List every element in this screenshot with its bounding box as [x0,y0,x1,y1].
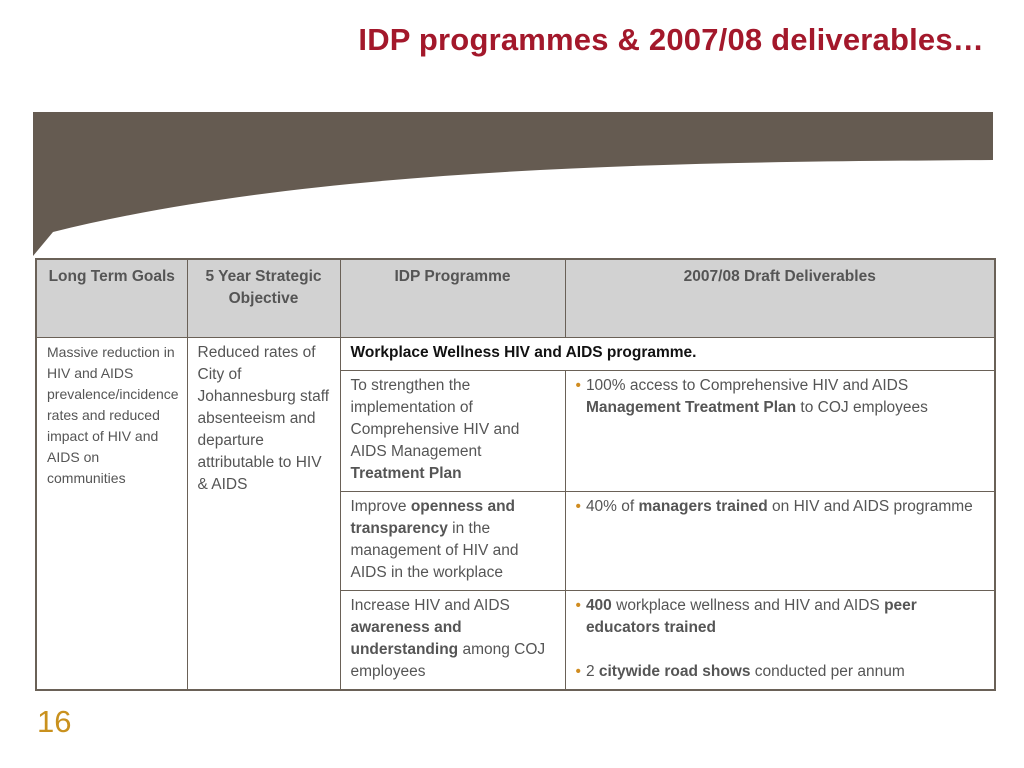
deliverables-cell: • 100% access to Comprehensive HIV and A… [564,370,996,492]
deliverable-text-bold: managers trained [638,498,768,515]
deliverable-item: • 400 workplace wellness and HIV and AID… [576,595,985,639]
programme-title-cell: Workplace Wellness HIV and AIDS programm… [339,337,996,371]
bullet-icon: • [575,377,581,394]
header-strategic-objective: 5 Year Strategic Objective [186,258,341,338]
table-row: Massive reduction in HIV and AIDS preval… [35,337,996,691]
table-header-row: Long Term Goals 5 Year Strategic Objecti… [35,258,996,338]
deliverable-text: to COJ employees [796,399,928,416]
page-number: 16 [37,704,72,739]
idp-text: among COJ employees [350,641,546,680]
deliverable-text-bold: citywide road shows [598,663,751,680]
idp-text-bold: awareness and understanding [350,619,462,658]
bullet-icon: • [575,597,581,614]
deliverables-cell: • 400 workplace wellness and HIV and AID… [564,590,996,691]
idp-programme-cell: To strengthen the implementation of Comp… [339,370,566,492]
strategic-objective-cell: Reduced rates of City of Johannesburg st… [186,337,341,691]
deliverable-text: on HIV and AIDS programme [767,498,973,515]
deliverable-item: • 2 citywide road shows conducted per an… [576,661,985,683]
table-row: Increase HIV and AIDS awareness and unde… [36,590,996,691]
idp-text-bold: openness and transparency [350,498,516,537]
header-deliverables: 2007/08 Draft Deliverables [564,258,996,338]
idp-table: Long Term Goals 5 Year Strategic Objecti… [35,258,996,691]
slide-title: IDP programmes & 2007/08 deliverables… [358,22,984,57]
header-long-term-goals: Long Term Goals [35,258,188,338]
bullet-icon: • [575,663,581,680]
deliverable-text: conducted per annum [750,663,905,680]
deliverable-text: workplace wellness and HIV and AIDS [611,597,885,614]
idp-text: in the management of HIV and AIDS in the… [350,520,519,581]
header-idp-programme: IDP Programme [339,258,566,338]
deliverable-text-bold: peer educators trained [585,597,917,636]
deliverable-text-bold: 400 [585,597,612,614]
deliverables-cell: • 40% of managers trained on HIV and AID… [564,491,996,591]
deliverable-item: • 100% access to Comprehensive HIV and A… [576,375,985,419]
deliverable-item: • 40% of managers trained on HIV and AID… [576,496,985,518]
deliverable-text: 100% access to Comprehensive HIV and AID… [585,377,909,394]
decorative-banner [33,112,993,260]
deliverable-text: 40% of [585,498,639,515]
idp-text: To strengthen the implementation of Comp… [350,377,520,460]
idp-text-bold: Treatment Plan [350,465,462,482]
idp-text: Increase HIV and AIDS [350,597,510,614]
idp-programme-cell: Improve openness and transparency in the… [339,491,566,591]
bullet-icon: • [575,498,581,515]
deliverable-text: 2 [585,663,599,680]
idp-text: Improve [350,498,411,515]
deliverable-text-bold: Management Treatment Plan [585,399,797,416]
idp-programme-cell: Increase HIV and AIDS awareness and unde… [339,590,566,691]
long-term-goal-cell: Massive reduction in HIV and AIDS preval… [35,337,188,691]
table-row: Improve openness and transparency in the… [36,491,996,591]
